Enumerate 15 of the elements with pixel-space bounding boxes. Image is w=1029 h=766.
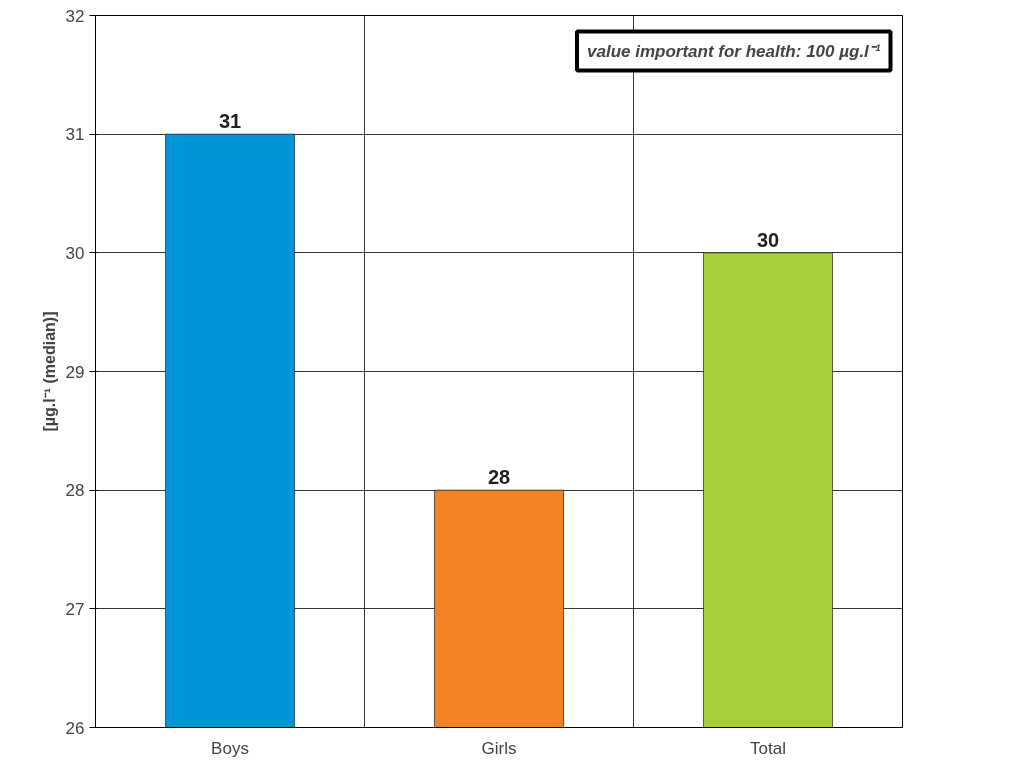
y-tick-label: 31 [65,125,85,145]
data-label: 31 [218,110,242,133]
data-label: 28 [487,466,511,489]
y-tick-label: 26 [65,718,85,738]
x-tick-label: Girls [481,738,517,758]
annotation: value important for health: 100 µg.l⁻¹ [586,41,881,61]
y-tick-label: 27 [65,599,85,619]
x-tick-label: Total [750,738,786,758]
data-label: 30 [756,228,780,251]
y-tick-label: 28 [65,481,85,501]
y-axis-title: [µg.l⁻¹ (median)] [40,311,58,432]
y-tick-label: 29 [65,362,85,382]
x-tick-label: Boys [211,738,249,758]
y-tick-label: 32 [65,6,85,26]
y-tick-label: 30 [65,243,85,263]
